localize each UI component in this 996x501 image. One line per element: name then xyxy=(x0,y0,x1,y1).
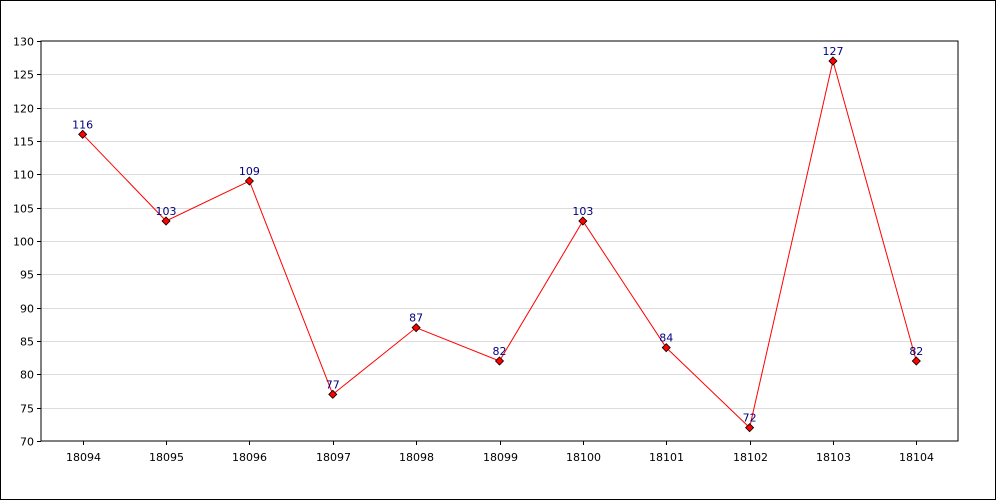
y-tick-label: 120 xyxy=(13,103,34,116)
y-tick-label: 130 xyxy=(13,36,34,49)
data-point-marker xyxy=(745,423,755,433)
y-tick-label: 125 xyxy=(13,69,34,82)
y-tick-label: 70 xyxy=(20,436,34,449)
data-value-label: 72 xyxy=(743,412,757,425)
y-tick-label: 85 xyxy=(20,336,34,349)
data-value-label: 103 xyxy=(156,205,177,218)
x-tick-label: 18096 xyxy=(232,451,267,464)
data-value-label: 109 xyxy=(239,165,260,178)
x-tick-label: 18104 xyxy=(899,451,934,464)
data-point-marker xyxy=(328,389,338,399)
x-tick-label: 18098 xyxy=(399,451,434,464)
y-tick-label: 90 xyxy=(20,303,34,316)
series-group xyxy=(78,56,921,433)
data-point-marker xyxy=(411,323,421,333)
y-tick-label: 110 xyxy=(13,169,34,182)
series-line xyxy=(82,60,917,429)
data-value-label: 82 xyxy=(493,345,507,358)
data-value-label: 77 xyxy=(326,378,340,391)
data-point-marker xyxy=(661,343,671,353)
plot-area xyxy=(40,40,959,442)
data-value-label: 84 xyxy=(659,332,673,345)
data-point-marker xyxy=(161,216,171,226)
data-value-label: 82 xyxy=(909,345,923,358)
data-point-marker xyxy=(78,129,88,139)
x-tick-label: 18103 xyxy=(816,451,851,464)
x-tick-label: 18097 xyxy=(316,451,351,464)
data-point-marker xyxy=(578,216,588,226)
y-axis-ticks: 70 75 80 85 90 95 100 105 110 115 120 125 130 xyxy=(13,36,41,449)
data-point-marker xyxy=(828,56,838,66)
x-axis-ticks: 18094 18095 18096 18097 18098 18099 18100 18101… xyxy=(66,441,934,464)
x-tick-label: 18102 xyxy=(733,451,768,464)
data-value-label: 87 xyxy=(409,312,423,325)
x-tick-label: 18099 xyxy=(483,451,518,464)
x-tick-label: 18101 xyxy=(649,451,684,464)
y-tick-label: 75 xyxy=(20,403,34,416)
data-value-label: 103 xyxy=(572,205,593,218)
y-tick-label: 105 xyxy=(13,203,34,216)
data-value-label: 116 xyxy=(72,118,93,131)
data-point-marker xyxy=(244,176,254,186)
y-tick-label: 100 xyxy=(13,236,34,249)
x-tick-label: 18095 xyxy=(149,451,184,464)
data-value-label: 127 xyxy=(822,45,843,58)
grid-lines xyxy=(41,74,958,409)
x-tick-label: 18094 xyxy=(66,451,101,464)
y-tick-label: 95 xyxy=(20,269,34,282)
data-labels: 116 103 109 77 87 82 103 84 72 127 82 xyxy=(72,45,923,425)
y-tick-label: 115 xyxy=(13,136,34,149)
x-tick-label: 18100 xyxy=(566,451,601,464)
data-point-marker xyxy=(494,356,505,366)
y-tick-label: 80 xyxy=(20,369,34,382)
data-point-marker xyxy=(911,356,921,366)
